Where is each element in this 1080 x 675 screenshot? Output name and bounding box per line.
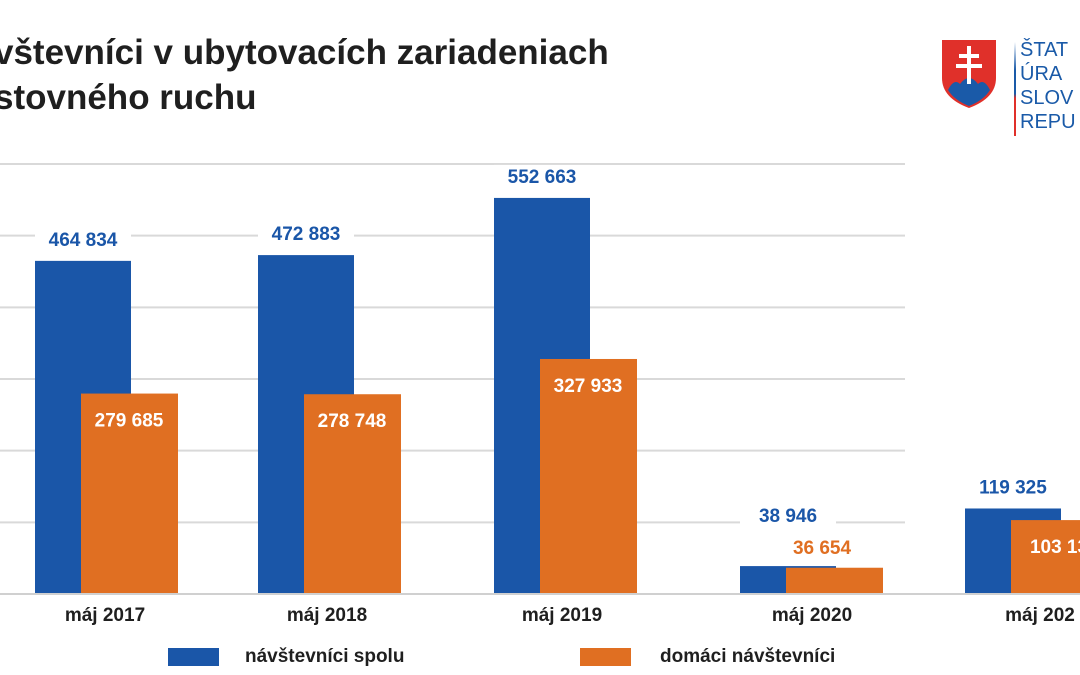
x-tick-label: máj 202 xyxy=(1005,605,1075,626)
bar-domestic xyxy=(304,394,401,594)
label-bg xyxy=(494,164,590,189)
bar-domestic xyxy=(540,358,637,594)
bar-domestic xyxy=(1011,520,1080,594)
legend-swatch-total xyxy=(168,648,219,666)
label-bg xyxy=(35,227,131,252)
data-label-total: 119 325 xyxy=(979,477,1047,498)
title-line-1: vštevníci v ubytovacích zariadeniach xyxy=(0,33,609,72)
data-label-total: 38 946 xyxy=(759,506,817,527)
x-tick-label: máj 2017 xyxy=(65,605,145,626)
x-tick-label: máj 2019 xyxy=(522,605,602,626)
slovak-coat-of-arms-icon xyxy=(942,40,996,108)
bar-domestic xyxy=(786,567,883,594)
data-label-total: 472 883 xyxy=(272,224,341,245)
chart-title: vštevníci v ubytovacích zariadeniach stov… xyxy=(0,30,609,120)
bar-domestic xyxy=(81,393,178,594)
label-bg xyxy=(965,475,1061,500)
logo-line: ÚRA xyxy=(1020,63,1063,85)
data-label-domestic: 278 748 xyxy=(318,411,387,432)
label-bg xyxy=(740,504,836,528)
x-tick-label: máj 2020 xyxy=(772,605,852,626)
logo-line: ŠTAT xyxy=(1020,39,1069,61)
data-label-domestic: 103 13 xyxy=(1030,537,1080,558)
legend-label-domestic: domáci návštevníci xyxy=(660,646,836,667)
data-label-domestic: 36 654 xyxy=(793,538,852,559)
data-label-total: 464 834 xyxy=(49,230,118,251)
logo-line: REPU xyxy=(1020,111,1076,133)
data-label-total: 552 663 xyxy=(508,167,577,188)
label-bg xyxy=(258,222,354,247)
data-label-domestic: 327 933 xyxy=(554,376,623,397)
logo-line: SLOV xyxy=(1020,87,1074,109)
logo-text: ŠTAT ÚRA SLOV REPU xyxy=(1020,38,1076,134)
x-tick-label: máj 2018 xyxy=(287,605,367,626)
legend-swatch-domestic xyxy=(580,648,631,666)
logo-divider xyxy=(1014,42,1016,136)
title-line-2: stovného ruchu xyxy=(0,78,257,117)
legend-label-total: návštevníci spolu xyxy=(245,646,405,667)
data-label-domestic: 279 685 xyxy=(95,411,164,432)
